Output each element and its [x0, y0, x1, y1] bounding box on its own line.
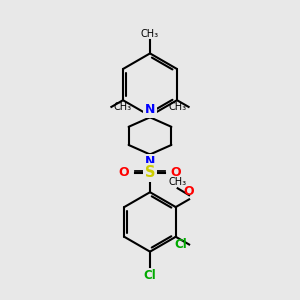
Text: S: S: [145, 165, 155, 180]
Text: O: O: [171, 167, 182, 179]
Text: CH₃: CH₃: [141, 28, 159, 38]
Text: CH₃: CH₃: [169, 177, 187, 187]
Text: O: O: [184, 185, 194, 198]
Text: Cl: Cl: [174, 238, 187, 251]
Text: O: O: [118, 167, 129, 179]
Text: CH₃: CH₃: [169, 102, 187, 112]
Text: CH₃: CH₃: [113, 102, 131, 112]
Text: Cl: Cl: [144, 269, 156, 283]
Text: N: N: [145, 155, 155, 168]
Text: N: N: [145, 103, 155, 116]
